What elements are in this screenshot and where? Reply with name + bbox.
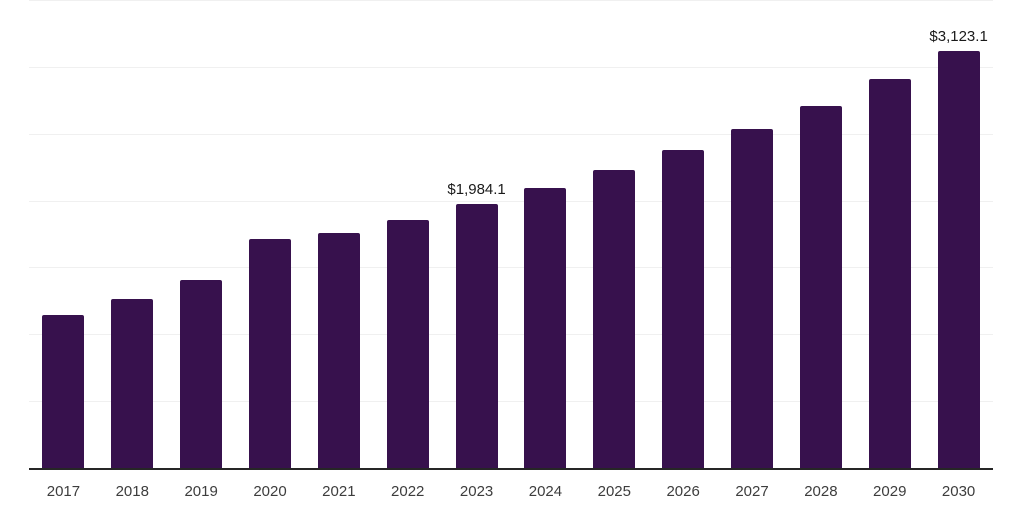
gridline <box>29 267 993 269</box>
gridline <box>29 401 993 403</box>
x-axis-label-2027: 2027 <box>735 483 769 500</box>
gridline <box>29 133 993 135</box>
bar-2027[interactable] <box>731 129 774 469</box>
bar-slot-2018 <box>98 1 167 469</box>
x-axis-label-2020: 2020 <box>253 483 287 500</box>
bar-slot-2025 <box>580 1 649 469</box>
data-label-2023: $1,984.1 <box>447 180 506 198</box>
bar-2017[interactable] <box>42 315 85 469</box>
bar-slot-2026 <box>649 1 718 469</box>
bar-2023[interactable] <box>455 203 498 469</box>
bar-2021[interactable] <box>317 233 360 469</box>
plot-area: $1,984.1 $3,123.1 <box>29 0 993 470</box>
bar-2019[interactable] <box>180 279 223 469</box>
bar-slot-2020 <box>236 1 305 469</box>
x-axis-label-2024: 2024 <box>528 483 563 500</box>
x-axis-label-2022: 2022 <box>391 483 425 500</box>
bar-slot-2024 <box>511 1 580 469</box>
bar-slot-2023: $1,984.1 <box>442 1 511 469</box>
x-axis-labels: 2017 2018 2019 2020 2021 2022 2023 2024 2025 2026… <box>29 483 993 500</box>
x-axis-label-2017: 2017 <box>46 483 81 500</box>
x-axis-label-2026: 2026 <box>666 483 700 500</box>
x-axis-label-2025: 2025 <box>597 483 631 500</box>
bar-2020[interactable] <box>249 239 291 469</box>
bar-2030[interactable] <box>937 51 980 469</box>
bar-2028[interactable] <box>799 106 842 469</box>
bar-slot-2028 <box>786 1 855 469</box>
bar-slot-2017 <box>29 1 98 469</box>
gridline <box>29 66 993 68</box>
x-axis-line <box>29 468 993 470</box>
bar-slot-2030: $3,123.1 <box>924 1 993 469</box>
gridline <box>29 200 993 202</box>
bar-slot-2019 <box>167 1 236 469</box>
bar-slot-2021 <box>304 1 373 469</box>
x-axis-label-2018: 2018 <box>115 483 149 500</box>
bar-2018[interactable] <box>111 298 154 469</box>
data-label-2030: $3,123.1 <box>929 28 988 46</box>
x-axis-label-2023: 2023 <box>459 483 494 500</box>
x-axis-label-2028: 2028 <box>804 483 838 500</box>
bar-2029[interactable] <box>868 79 911 469</box>
bar-2022[interactable] <box>386 219 429 469</box>
x-axis-label-2029: 2029 <box>873 483 907 500</box>
bars-row: $1,984.1 $3,123.1 <box>29 1 993 469</box>
x-axis-label-2030: 2030 <box>941 483 976 500</box>
gridline <box>29 334 993 336</box>
bar-slot-2029 <box>855 1 924 469</box>
x-axis-label-2021: 2021 <box>322 483 356 500</box>
bar-2025[interactable] <box>593 169 636 469</box>
gridline <box>29 0 993 1</box>
bar-2026[interactable] <box>662 150 705 469</box>
bar-slot-2022 <box>373 1 442 469</box>
bar-2024[interactable] <box>524 187 567 469</box>
x-axis-label-2019: 2019 <box>184 483 218 500</box>
bar-slot-2027 <box>718 1 787 469</box>
